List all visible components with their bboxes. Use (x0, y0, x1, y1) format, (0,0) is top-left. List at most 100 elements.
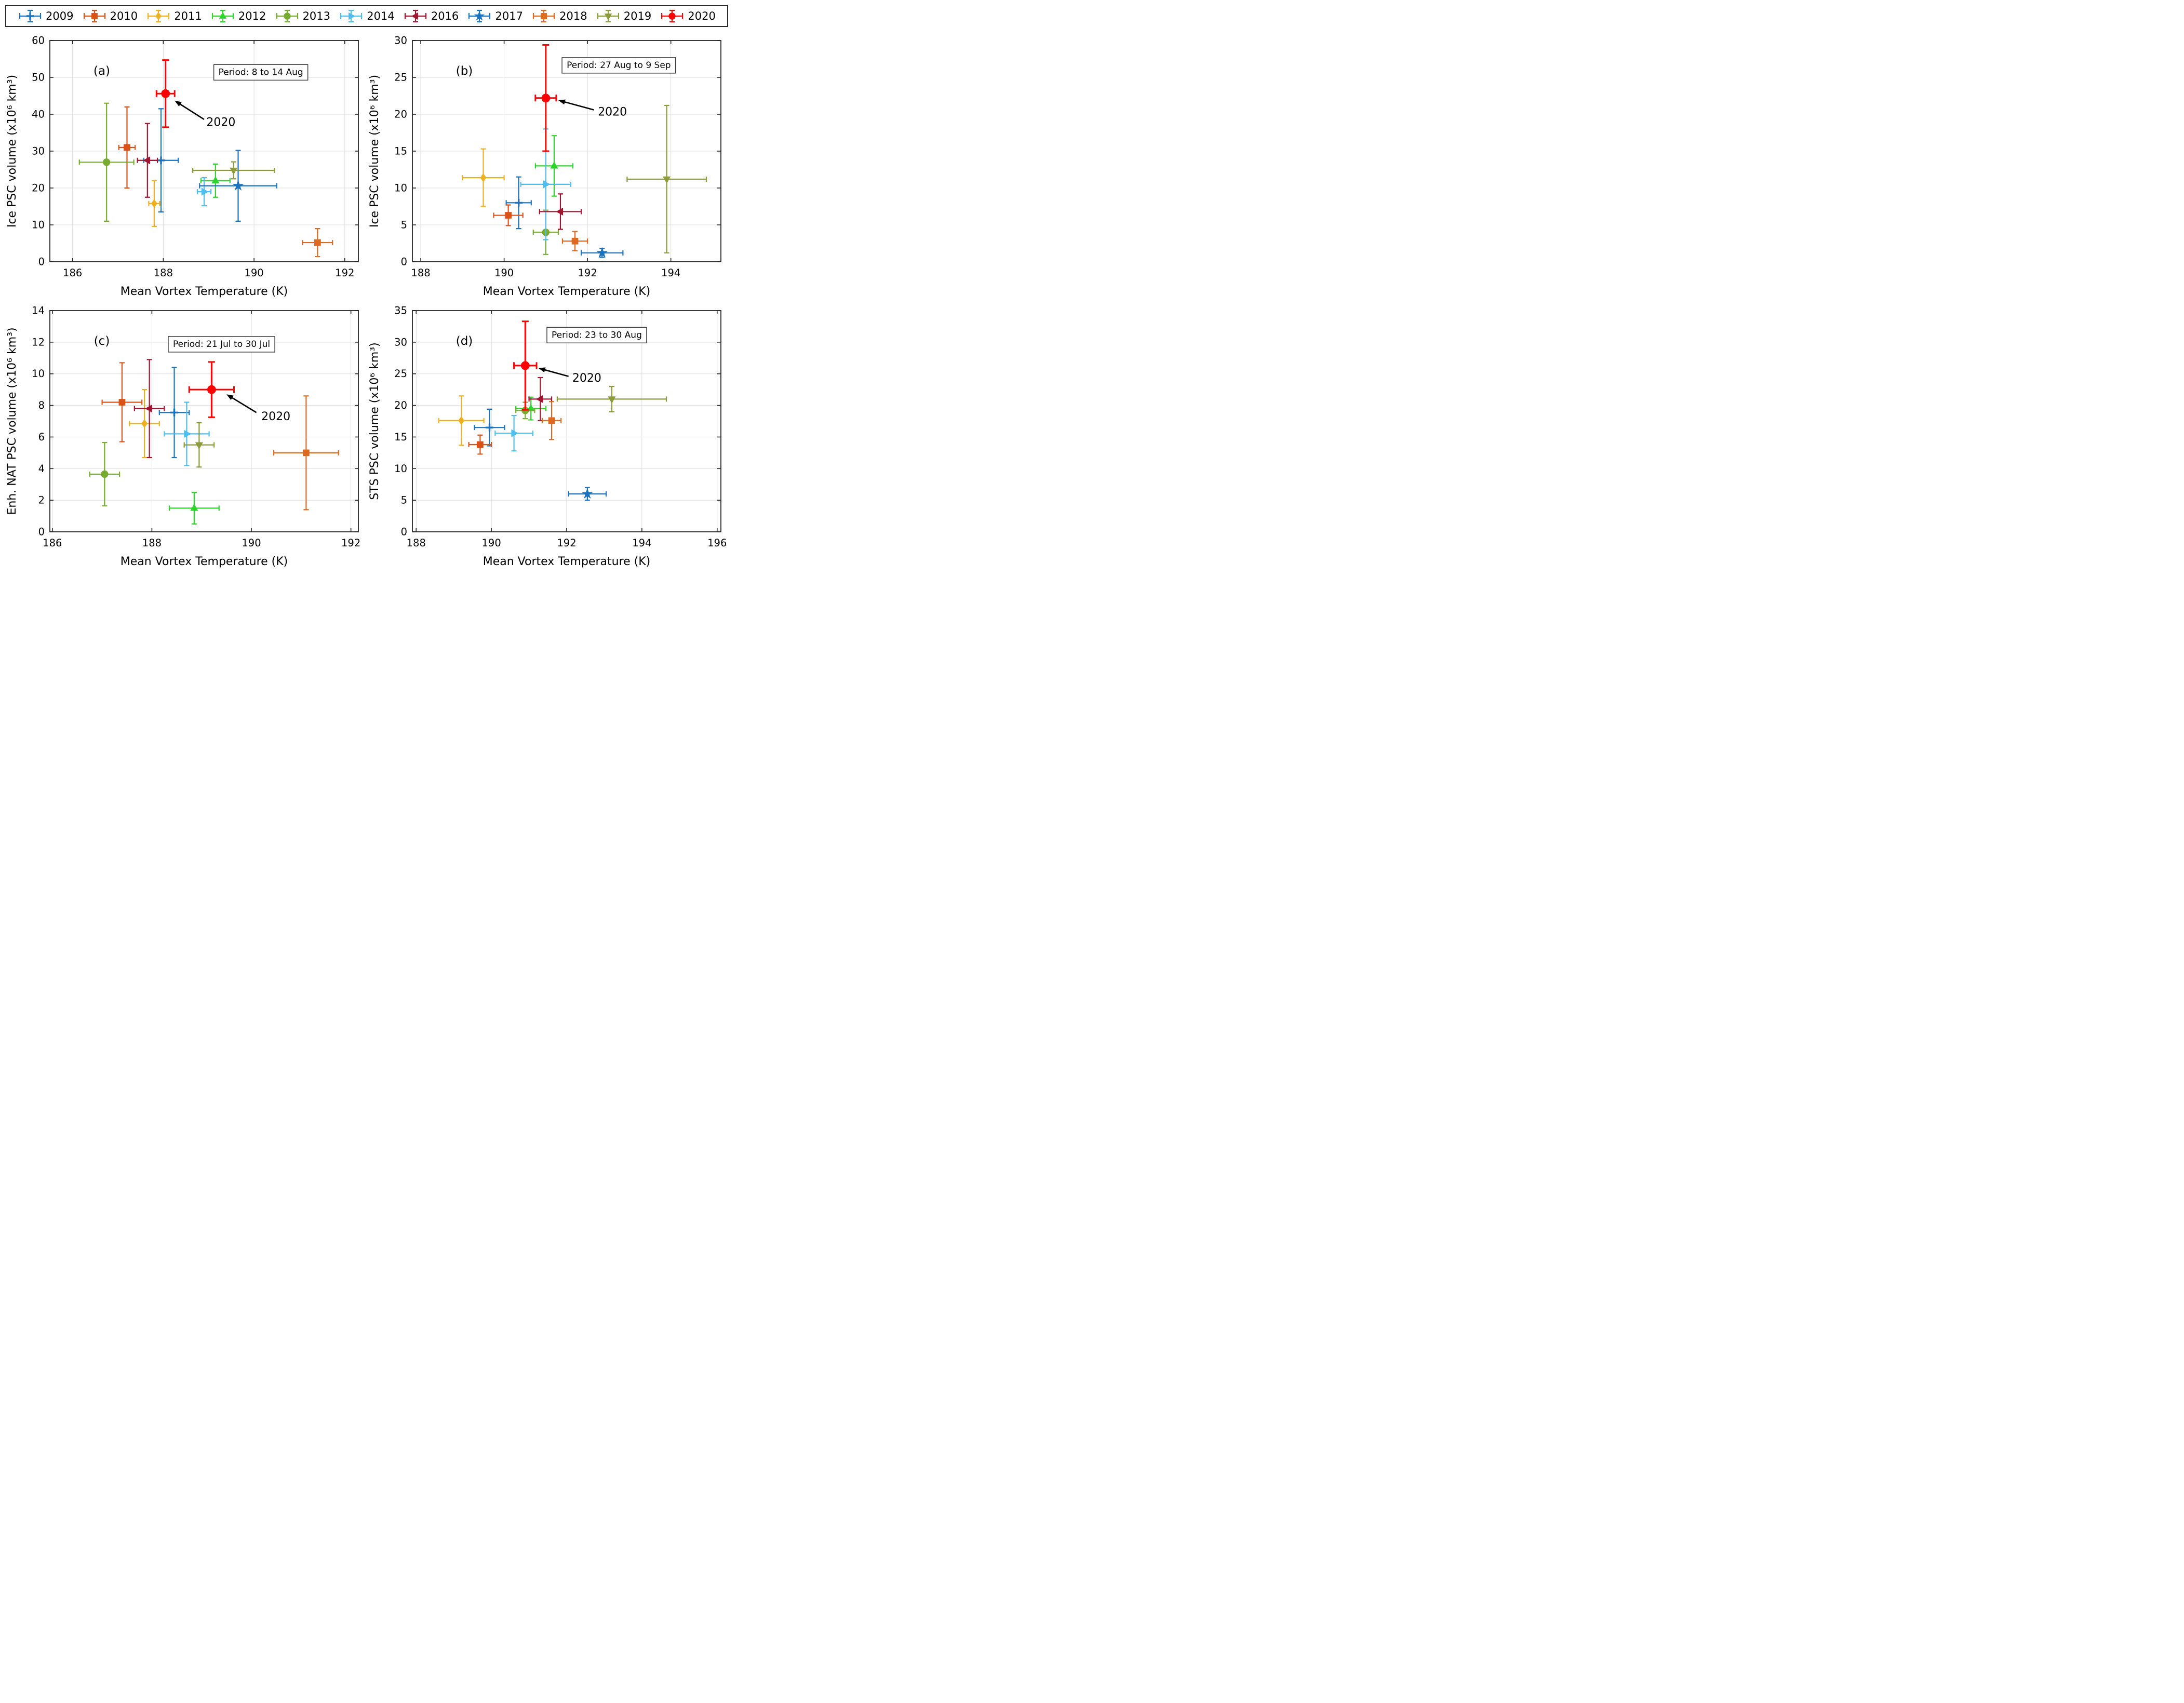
svg-text:20: 20 (32, 182, 45, 194)
data-point-2017 (568, 487, 607, 501)
data-point-2018 (541, 401, 562, 440)
svg-text:188: 188 (142, 537, 162, 549)
svg-text:25: 25 (394, 72, 407, 84)
svg-text:10: 10 (394, 463, 407, 475)
svg-text:0: 0 (38, 526, 45, 538)
legend-item-2014: 2014 (339, 9, 395, 23)
legend-item-2013: 2013 (275, 9, 330, 23)
triangle-left-marker-icon (404, 9, 426, 23)
panel-a: 186 188 190 192 0 10 20 30 40 50 60 Mean Vortex Tem… (4, 33, 367, 301)
svg-text:190: 190 (494, 267, 514, 279)
legend-item-2009: 2009 (18, 9, 73, 23)
annotation-arrow-line (565, 101, 594, 111)
svg-text:192: 192 (578, 267, 597, 279)
annotation-arrowhead (538, 367, 546, 372)
period-label: Period: 8 to 14 Aug (219, 67, 303, 77)
data-point-2017 (199, 150, 277, 222)
legend-item-2017: 2017 (467, 9, 523, 23)
annotation-2020: 2020 (558, 99, 627, 119)
legend-item-label: 2009 (46, 10, 74, 22)
marker-2009 (157, 156, 165, 165)
data-point-2019 (183, 422, 215, 468)
marker-2018 (548, 417, 555, 424)
circle-marker-icon (661, 9, 684, 23)
annotation-2020-label: 2020 (261, 410, 290, 423)
marker-2016 (143, 156, 150, 165)
diamond-marker-icon (148, 9, 170, 23)
panel-c: 186 188 190 192 0 2 4 6 8 10 12 14 Mean Vortex Tempe… (4, 303, 367, 571)
annotation-2020: 2020 (175, 100, 235, 129)
annotation-2020: 2020 (538, 367, 601, 385)
data-point-2010 (101, 362, 143, 442)
data-point-2019 (556, 385, 667, 412)
data-point-2012 (200, 163, 231, 198)
x-axis-label: Mean Vortex Temperature (K) (120, 555, 288, 568)
svg-text:6: 6 (38, 431, 45, 443)
data-point-2018 (273, 395, 339, 511)
marker-2013 (101, 470, 109, 478)
data-point-2013 (89, 441, 120, 506)
svg-text:20: 20 (394, 109, 407, 120)
annotation-arrowhead (175, 100, 182, 106)
svg-text:2: 2 (38, 494, 45, 506)
svg-text:186: 186 (63, 267, 82, 279)
data-point-2011 (438, 395, 485, 446)
svg-text:5: 5 (401, 494, 407, 506)
marker-2020 (541, 93, 551, 103)
svg-text:190: 190 (244, 267, 263, 279)
annotation-arrow-line (544, 369, 569, 377)
data-point-2019 (192, 161, 275, 180)
marker-2012 (211, 176, 220, 183)
svg-text:12: 12 (32, 336, 45, 348)
svg-text:8: 8 (38, 399, 45, 411)
svg-text:15: 15 (394, 431, 407, 443)
panel-b-chart: 188 190 192 194 0 5 10 15 20 25 30 Mean Vortex Temp… (368, 35, 721, 298)
legend-item-label: 2013 (302, 10, 331, 22)
svg-text:188: 188 (411, 267, 430, 279)
period-box (546, 327, 647, 343)
svg-text:60: 60 (32, 35, 45, 47)
legend-item-2012: 2012 (210, 9, 266, 23)
legend-marker-2020 (668, 12, 676, 20)
marker-2012 (550, 161, 558, 169)
legend-item-2018: 2018 (531, 9, 587, 23)
data-point-2013 (78, 102, 135, 222)
legend-marker-2019 (604, 14, 612, 21)
marker-2009 (486, 423, 493, 432)
svg-text:10: 10 (32, 368, 45, 380)
marker-2010 (118, 399, 126, 406)
marker-2018 (303, 449, 310, 457)
legend-marker-2014 (349, 12, 356, 20)
marker-2010 (124, 144, 130, 151)
data-point-2012 (534, 135, 574, 197)
legend-marker-2013 (283, 12, 291, 20)
panel-d-chart: 188 190 192 194 196 0 5 10 15 20 25 30 35 Mean Vortex… (368, 305, 727, 569)
legend-marker-2011 (155, 12, 162, 20)
svg-text:30: 30 (394, 35, 407, 47)
svg-text:40: 40 (32, 109, 45, 120)
svg-text:10: 10 (32, 219, 45, 231)
marker-2011 (480, 173, 487, 182)
x-axis-label: Mean Vortex Temperature (K) (120, 285, 288, 298)
svg-text:186: 186 (43, 537, 62, 549)
svg-text:188: 188 (407, 537, 426, 549)
data-point-2014 (494, 414, 533, 452)
svg-text:0: 0 (401, 526, 407, 538)
svg-text:4: 4 (38, 463, 45, 475)
marker-2020 (207, 385, 216, 394)
data-point-2020 (155, 59, 176, 128)
svg-text:192: 192 (557, 537, 576, 549)
data-point-2018 (561, 231, 588, 251)
marker-2018 (571, 237, 579, 245)
svg-text:192: 192 (341, 537, 360, 549)
period-label: Period: 23 to 30 Aug (552, 330, 642, 340)
panel-b: 188 190 192 194 0 5 10 15 20 25 30 Mean Vortex Temp… (367, 33, 729, 301)
data-point-2012 (168, 491, 220, 525)
panel-a-chart: 186 188 190 192 0 10 20 30 40 50 60 Mean Vortex Tem… (6, 35, 359, 298)
marker-2016 (145, 405, 152, 413)
marker-2011 (458, 416, 465, 425)
svg-text:10: 10 (394, 182, 407, 194)
legend-item-2010: 2010 (82, 9, 138, 23)
data-point-2014 (520, 128, 572, 240)
legend-marker-2018 (541, 13, 547, 19)
